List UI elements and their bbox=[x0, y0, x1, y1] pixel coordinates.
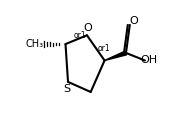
Text: or1: or1 bbox=[74, 31, 86, 40]
Text: CH₃: CH₃ bbox=[25, 39, 43, 49]
Polygon shape bbox=[105, 51, 127, 60]
Text: O: O bbox=[84, 23, 93, 33]
Text: OH: OH bbox=[140, 55, 158, 66]
Text: or1: or1 bbox=[98, 44, 110, 53]
Text: S: S bbox=[63, 84, 70, 94]
Text: O: O bbox=[129, 16, 138, 26]
